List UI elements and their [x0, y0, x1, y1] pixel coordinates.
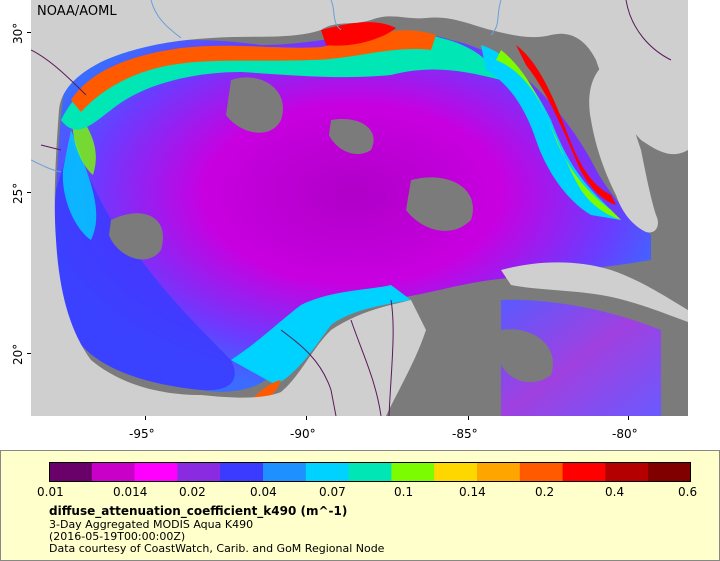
colorbar-label: 0.01 [37, 485, 64, 499]
yucatan-shelf-red [251, 380, 281, 401]
river-2 [330, 0, 342, 31]
land-mexico [31, 110, 426, 416]
colorbar-label: 0.1 [394, 485, 414, 499]
y-tick-label: 20° [11, 343, 25, 365]
x-tick [145, 416, 146, 420]
dataset-time: (2016-05-19T00:00:00Z) [49, 530, 186, 543]
colorbar-segment [519, 462, 564, 482]
colorbar [49, 462, 691, 482]
colorbar-segment [562, 462, 606, 482]
border-3 [280, 329, 337, 416]
florida-shelf [481, 45, 621, 220]
colorbar-segment [91, 462, 136, 482]
colorbar-label: 0.02 [179, 485, 206, 499]
colorbar-segment [263, 462, 307, 482]
west-cyan [62, 130, 97, 240]
colorbar-segment [177, 462, 221, 482]
gulf-water [54, 32, 651, 392]
cloud-3 [406, 177, 473, 231]
cloud-1 [226, 77, 283, 133]
west-band [54, 140, 235, 391]
data-credit: Data courtesy of CoastWatch, Carib. and … [49, 542, 385, 555]
colorbar-label: 0.04 [250, 485, 277, 499]
colorbar-segment [49, 462, 93, 482]
colorbar-segment [434, 462, 478, 482]
land-florida [589, 60, 658, 233]
colorbar-segment [648, 462, 691, 482]
colorbar-segment [391, 462, 435, 482]
x-tick-label: -80° [612, 427, 638, 441]
colorbar-segment [477, 462, 521, 482]
dataset-description: 3-Day Aggregated MODIS Aqua K490 [49, 518, 254, 531]
colorbar-segment [134, 462, 178, 482]
florida-coast-red [516, 45, 616, 205]
land-us [31, 0, 688, 155]
map-area[interactable]: NOAA/AOML [31, 0, 688, 416]
colorbar-label: 0.014 [113, 485, 148, 499]
colorbar-label: 0.2 [535, 485, 555, 499]
x-tick [468, 416, 469, 420]
colorbar-border [49, 462, 691, 482]
x-tick-label: -90° [290, 427, 316, 441]
river-4 [31, 159, 62, 173]
colorbar-segment [605, 462, 649, 482]
y-tick [27, 192, 31, 193]
colorbar-segment [348, 462, 392, 482]
border-4 [350, 319, 382, 416]
border-1 [31, 49, 87, 96]
north-coast-red [71, 30, 436, 112]
caribbean-cloud [499, 329, 553, 383]
colorbar-segment [305, 462, 350, 482]
colorbar-label: 0.4 [605, 485, 625, 499]
y-tick-label: 30° [11, 22, 25, 44]
y-tick-label: 25° [11, 182, 25, 204]
land-cuba [501, 262, 688, 322]
bay-of-campeche [231, 285, 411, 385]
river-1 [150, 0, 182, 39]
colorbar-segment [220, 462, 264, 482]
x-tick [306, 416, 307, 420]
legend-panel: 0.01 0.014 0.02 0.04 0.07 0.1 0.14 0.2 0… [0, 450, 720, 561]
river-3 [490, 0, 502, 36]
x-tick [628, 416, 629, 420]
x-tick-label: -85° [452, 427, 478, 441]
variable-name: diffuse_attenuation_coefficient_k490 (m^… [49, 504, 348, 518]
y-tick [27, 32, 31, 33]
colorbar-label: 0.14 [459, 485, 486, 499]
delta-red [321, 22, 396, 46]
credit-stamp: NOAA/AOML [37, 4, 117, 19]
cloud-2 [109, 213, 163, 260]
border-2 [40, 144, 62, 151]
y-tick [27, 353, 31, 354]
caribbean-water [501, 299, 661, 416]
colorbar-label: 0.6 [678, 485, 698, 499]
x-tick-label: -95° [129, 427, 155, 441]
border-5 [388, 299, 394, 416]
cloud-4 [329, 119, 374, 155]
colorbar-label: 0.07 [319, 485, 346, 499]
border-6 [625, 0, 672, 61]
ocean-map [31, 0, 688, 416]
